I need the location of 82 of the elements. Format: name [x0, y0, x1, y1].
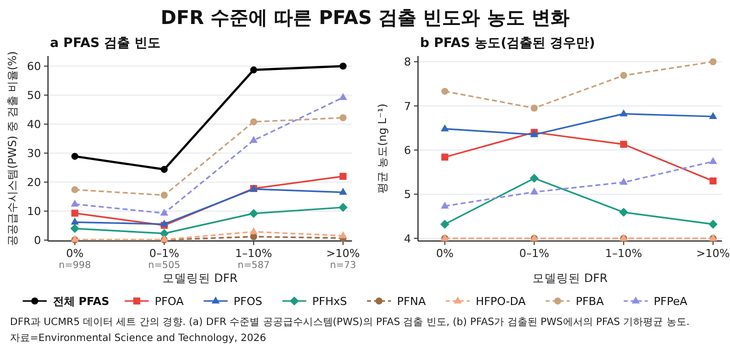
legend-label: 전체 PFAS	[52, 295, 110, 308]
y-tick-label: 5	[404, 188, 411, 202]
point	[710, 177, 717, 184]
y-tick-label: 60	[27, 60, 41, 74]
legend-label: PFBA	[576, 295, 604, 308]
legend-label: PFPeA	[654, 295, 688, 308]
y-tick-label: 20	[27, 176, 41, 190]
legend-label: HFPO-DA	[476, 295, 526, 308]
point	[530, 187, 538, 194]
point	[441, 154, 448, 161]
x-tick-label: >10%	[326, 247, 360, 260]
point	[338, 202, 348, 212]
y-tick-label: 6	[404, 144, 411, 158]
point	[70, 224, 80, 234]
text: n=998	[58, 260, 91, 271]
point	[250, 66, 258, 74]
text: n=505	[148, 260, 180, 271]
point	[71, 152, 78, 160]
y-tick-label: 30	[27, 147, 41, 160]
y-tick-label: 0	[34, 234, 41, 248]
point	[339, 92, 348, 100]
point	[340, 114, 347, 122]
y-axis-title: 평균 농도(ng L⁻¹)	[376, 104, 389, 194]
point	[710, 58, 717, 66]
y-axis-title: 공공급수시스템(PWS) 중 검출 비율(%)	[6, 51, 19, 246]
y-tick-label: 4	[404, 232, 411, 246]
point	[620, 72, 628, 79]
point	[709, 112, 718, 119]
point	[71, 186, 78, 194]
point	[250, 227, 258, 234]
point	[71, 210, 78, 217]
x-tick-label: 0–1%	[519, 247, 550, 260]
point	[441, 88, 448, 95]
x-tick-label: 0%	[66, 247, 84, 260]
y-tick-label: 8	[404, 56, 411, 69]
point	[440, 220, 450, 229]
point	[440, 202, 449, 209]
text: DFR과 UCMR5 데이터 세트 간의 경향. (a) DFR 수준별 공공급수시스템(PWS)의 PFAS 검출 빈도, (b) PFAS가 검출된 PWS에서의 PFAS 기하평균 농도.	[10, 317, 690, 328]
text: n=73	[330, 260, 356, 271]
x-tick-label: >10%	[696, 247, 730, 260]
y-tick-label: 40	[27, 118, 41, 132]
point	[620, 178, 628, 185]
point	[160, 192, 168, 199]
point	[70, 200, 79, 207]
legend-label: PFHxS	[312, 295, 348, 308]
point	[339, 188, 348, 195]
point	[160, 228, 169, 238]
point	[249, 208, 258, 218]
point	[709, 157, 718, 164]
point	[619, 208, 628, 217]
point	[620, 140, 628, 148]
x-tick-label: 0–1%	[149, 247, 180, 260]
point	[440, 124, 449, 132]
point	[340, 62, 347, 70]
point	[160, 208, 168, 216]
y-tick-label: 50	[27, 89, 41, 102]
y-tick-label: 7	[404, 100, 411, 113]
point	[250, 118, 258, 126]
point	[530, 104, 538, 112]
point	[250, 136, 258, 143]
point	[339, 231, 348, 238]
x-tick-label: 1–10%	[235, 247, 272, 260]
point	[708, 220, 718, 229]
legend-label: PFOS	[234, 295, 262, 308]
point	[160, 166, 168, 173]
legend-label: PFOA	[154, 295, 184, 308]
point	[340, 172, 347, 180]
point	[70, 218, 79, 225]
x-axis-title: 모델링된 DFR	[532, 271, 608, 285]
x-axis-title: 모델링된 DFR	[162, 271, 238, 285]
y-tick-label: 10	[27, 205, 41, 218]
point	[250, 233, 258, 240]
chart-subtitle: b PFAS 농도(검출된 경우만)	[420, 36, 596, 51]
point	[530, 174, 539, 183]
text: n=587	[238, 260, 270, 271]
point	[620, 109, 628, 116]
x-tick-label: 1–10%	[605, 247, 642, 260]
legend-label: PFNA	[397, 295, 426, 308]
chart-subtitle: a PFAS 검출 빈도	[50, 36, 161, 51]
text: 자료=Environmental Science and Technology, 2026	[10, 333, 266, 344]
x-tick-label: 0%	[436, 247, 454, 260]
chart-title: DFR 수준에 따른 PFAS 검출 빈도와 농도 변화	[160, 7, 570, 29]
